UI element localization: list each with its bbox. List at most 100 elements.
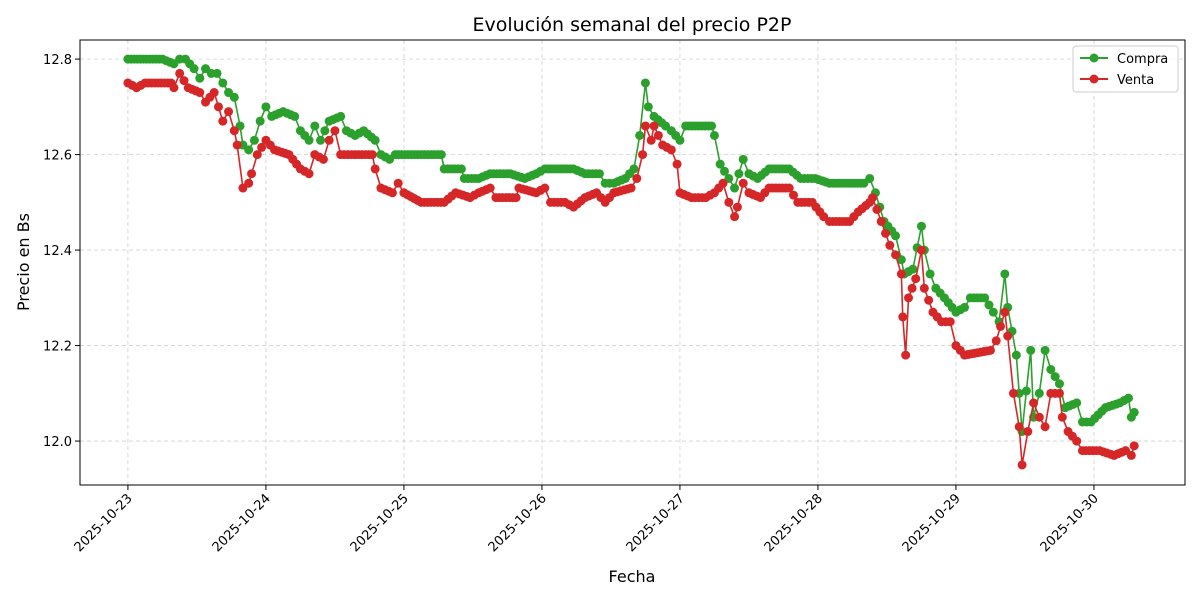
data-point: [367, 150, 377, 160]
series-venta: [123, 68, 1139, 470]
data-point: [209, 88, 219, 98]
data-point: [724, 197, 734, 207]
plot-frame: [79, 39, 1186, 486]
data-point: [1077, 446, 1087, 456]
data-point: [474, 173, 484, 183]
data-point: [951, 307, 961, 317]
x-tick-label: 2025-10-27: [624, 491, 688, 555]
data-point: [189, 64, 199, 74]
data-point: [744, 169, 754, 179]
data-point: [505, 169, 515, 179]
data-point: [1095, 446, 1105, 456]
x-tick-label: 2025-10-29: [900, 491, 964, 555]
series-marker: [320, 126, 330, 136]
data-point: [218, 116, 228, 126]
data-point: [1034, 388, 1044, 398]
data-point: [928, 307, 938, 317]
x-tick-label: 2025-10-30: [1038, 491, 1102, 555]
legend-venta-marker: [1089, 74, 1099, 84]
data-point: [261, 135, 271, 145]
series-marker: [907, 283, 917, 293]
data-point: [249, 135, 259, 145]
series-marker: [1021, 386, 1031, 396]
data-point: [709, 188, 719, 198]
data-point: [416, 150, 426, 160]
data-point: [295, 164, 305, 174]
data-point: [991, 336, 1001, 346]
data-point: [540, 183, 550, 193]
data-point: [387, 188, 397, 198]
data-point: [1054, 388, 1064, 398]
data-point: [350, 130, 360, 140]
data-point: [824, 178, 834, 188]
data-point: [123, 78, 133, 88]
data-point: [891, 231, 901, 241]
data-point: [738, 178, 748, 188]
data-point: [183, 83, 193, 93]
data-point: [229, 92, 239, 102]
data-point: [290, 111, 300, 121]
data-point: [901, 350, 911, 360]
data-point: [261, 102, 271, 112]
data-point: [796, 173, 806, 183]
data-point: [793, 197, 803, 207]
data-point: [1000, 307, 1010, 317]
data-point: [370, 164, 380, 174]
data-point: [255, 116, 265, 126]
data-point: [784, 183, 794, 193]
x-tick-label: 2025-10-26: [486, 491, 550, 555]
data-point: [609, 188, 619, 198]
data-point: [295, 126, 305, 136]
data-point: [1129, 407, 1139, 417]
data-point: [646, 135, 656, 145]
data-point: [284, 150, 294, 160]
data-point: [456, 164, 466, 174]
data-point: [810, 173, 820, 183]
data-point: [1003, 331, 1013, 341]
series-marker: [881, 228, 891, 238]
data-point: [640, 121, 650, 131]
data-point: [876, 216, 886, 226]
data-point: [244, 178, 254, 188]
data-point: [439, 197, 449, 207]
series-marker: [653, 130, 663, 140]
x-tick-label: 2025-10-24: [210, 491, 274, 555]
data-point: [252, 150, 262, 160]
data-point: [730, 212, 740, 222]
data-point: [784, 164, 794, 174]
data-point: [945, 317, 955, 327]
data-point: [658, 140, 668, 150]
data-point: [451, 188, 461, 198]
data-point: [267, 111, 277, 121]
grid: [80, 40, 1185, 485]
data-point: [629, 164, 639, 174]
data-point: [753, 173, 763, 183]
data-point: [270, 145, 280, 155]
data-point: [180, 54, 190, 64]
data-point: [626, 183, 636, 193]
data-point: [730, 183, 740, 193]
data-point: [807, 197, 817, 207]
data-point: [715, 159, 725, 169]
data-point: [640, 78, 650, 88]
legend-venta-label: Venta: [1117, 73, 1154, 88]
data-point: [1054, 379, 1064, 389]
series-marker: [213, 102, 223, 112]
x-axis-label: Fecha: [609, 567, 656, 586]
data-point: [1026, 345, 1036, 355]
data-point: [439, 164, 449, 174]
data-point: [764, 183, 774, 193]
chart-title: Evolución semanal del precio P2P: [473, 14, 792, 36]
legend-compra-marker: [1089, 53, 1099, 63]
data-point: [1100, 403, 1110, 413]
data-point: [232, 140, 242, 150]
data-point: [1040, 345, 1050, 355]
data-point: [649, 111, 659, 121]
data-point: [393, 178, 403, 188]
data-point: [1046, 388, 1056, 398]
data-point: [511, 193, 521, 203]
data-point: [845, 216, 855, 226]
data-point: [853, 207, 863, 217]
data-point: [244, 145, 254, 155]
y-axis-label: Precio en Bs: [14, 213, 33, 311]
